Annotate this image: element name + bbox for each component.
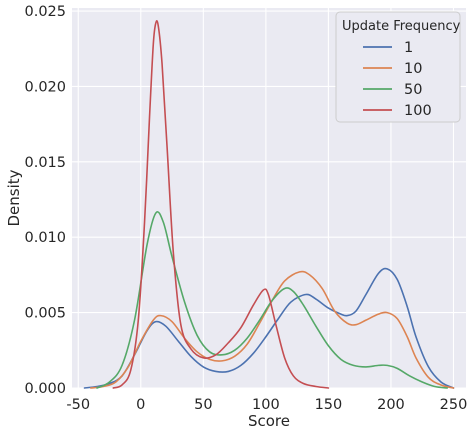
- legend-items: 1 10 50 100: [363, 40, 432, 119]
- legend-box: [335, 11, 461, 123]
- legend-label-10: 10: [404, 61, 422, 77]
- x-axis-label: Score: [248, 412, 290, 430]
- legend: Update Frequency 1 10 50 100: [335, 11, 461, 123]
- y-axis-label: Density: [5, 169, 23, 226]
- x-tick-label: 150: [315, 397, 343, 413]
- y-tick-label: 0.020: [24, 79, 66, 95]
- x-tick-label: 50: [194, 397, 212, 413]
- x-tick-label: 100: [252, 397, 280, 413]
- tick-labels: -50 0 50 100 150 200 2500.0000.0050.0100.0150.…: [24, 4, 467, 413]
- legend-label-100: 100: [404, 103, 432, 119]
- series-line-50: [96, 211, 449, 389]
- y-tick-label: 0.005: [24, 306, 66, 322]
- y-tick-label: 0.025: [24, 4, 66, 20]
- series-line-100: [112, 20, 330, 389]
- y-tick-label: 0.010: [24, 230, 66, 246]
- x-tick-label: 250: [440, 397, 468, 413]
- x-tick-label: -50: [66, 397, 90, 413]
- grid: [72, 8, 466, 389]
- series-line-10: [89, 270, 455, 389]
- x-tick-label: 200: [377, 397, 405, 413]
- legend-title: Update Frequency: [342, 19, 461, 34]
- x-tick-label: 0: [136, 397, 145, 413]
- y-tick-label: 0.000: [24, 381, 66, 397]
- series-layer: [83, 20, 455, 389]
- legend-label-1: 1: [404, 40, 413, 56]
- y-tick-label: 0.015: [24, 155, 66, 171]
- legend-label-50: 50: [404, 82, 422, 98]
